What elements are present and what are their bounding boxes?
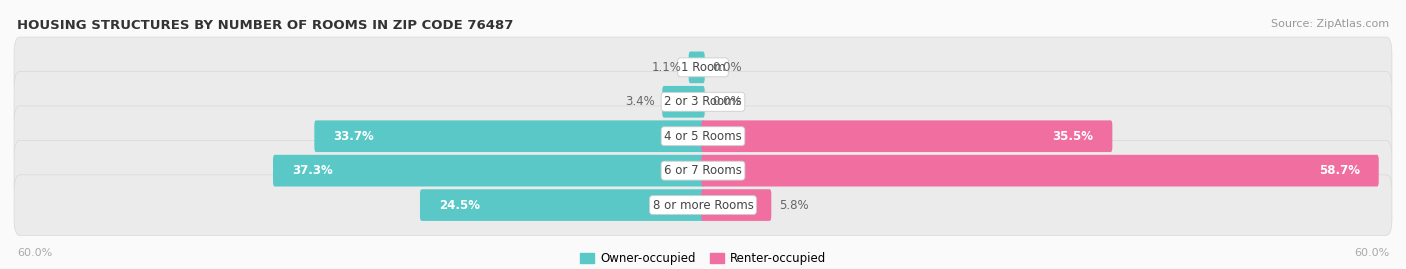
Text: 6 or 7 Rooms: 6 or 7 Rooms [664, 164, 742, 177]
FancyBboxPatch shape [315, 121, 704, 152]
Text: 2 or 3 Rooms: 2 or 3 Rooms [664, 95, 742, 108]
FancyBboxPatch shape [14, 72, 1392, 132]
Text: HOUSING STRUCTURES BY NUMBER OF ROOMS IN ZIP CODE 76487: HOUSING STRUCTURES BY NUMBER OF ROOMS IN… [17, 19, 513, 32]
Text: 60.0%: 60.0% [17, 248, 52, 258]
Text: 3.4%: 3.4% [626, 95, 655, 108]
FancyBboxPatch shape [702, 121, 1112, 152]
Text: 4 or 5 Rooms: 4 or 5 Rooms [664, 130, 742, 143]
FancyBboxPatch shape [702, 189, 772, 221]
FancyBboxPatch shape [14, 106, 1392, 167]
Text: 0.0%: 0.0% [713, 95, 742, 108]
Legend: Owner-occupied, Renter-occupied: Owner-occupied, Renter-occupied [575, 247, 831, 269]
FancyBboxPatch shape [14, 37, 1392, 98]
FancyBboxPatch shape [14, 175, 1392, 235]
Text: 0.0%: 0.0% [713, 61, 742, 74]
Text: 1.1%: 1.1% [651, 61, 681, 74]
Text: 24.5%: 24.5% [439, 199, 479, 212]
FancyBboxPatch shape [14, 140, 1392, 201]
Text: 5.8%: 5.8% [779, 199, 808, 212]
Text: 8 or more Rooms: 8 or more Rooms [652, 199, 754, 212]
Text: 58.7%: 58.7% [1319, 164, 1360, 177]
FancyBboxPatch shape [273, 155, 704, 186]
Text: 33.7%: 33.7% [333, 130, 374, 143]
Text: 37.3%: 37.3% [292, 164, 333, 177]
Text: Source: ZipAtlas.com: Source: ZipAtlas.com [1271, 19, 1389, 29]
FancyBboxPatch shape [420, 189, 704, 221]
FancyBboxPatch shape [689, 52, 704, 83]
Text: 35.5%: 35.5% [1053, 130, 1094, 143]
FancyBboxPatch shape [702, 155, 1379, 186]
FancyBboxPatch shape [662, 86, 704, 118]
Text: 60.0%: 60.0% [1354, 248, 1389, 258]
Text: 1 Room: 1 Room [681, 61, 725, 74]
